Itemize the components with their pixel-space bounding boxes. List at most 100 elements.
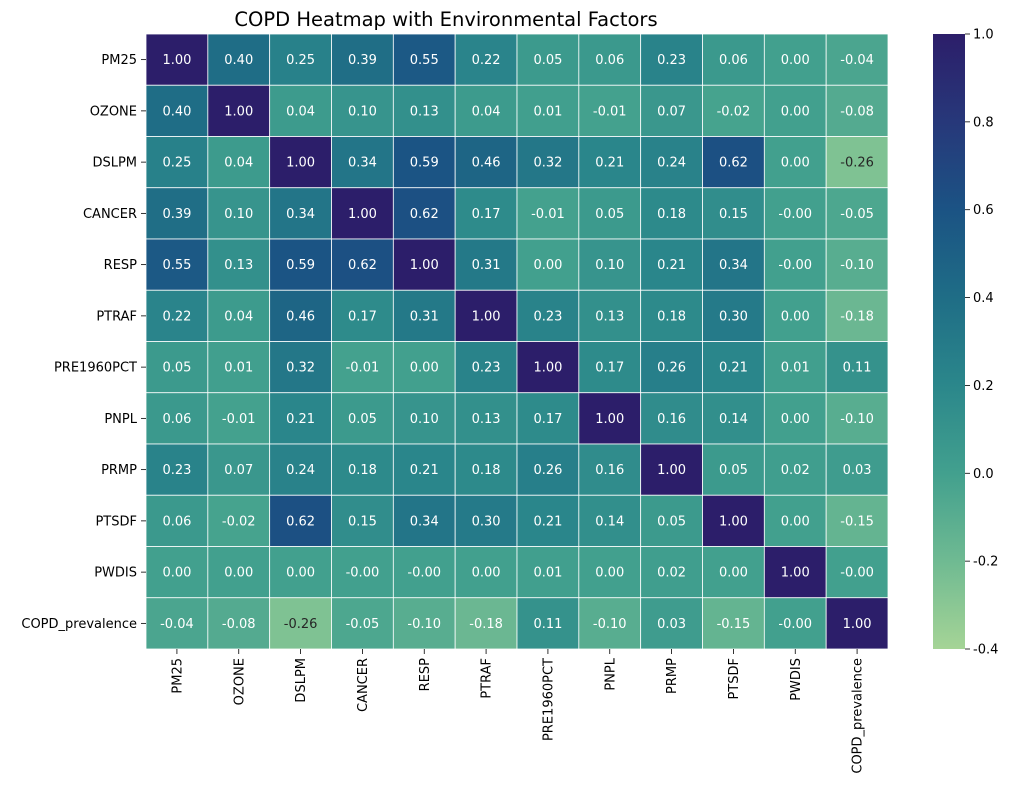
cell-value-label: 0.00 — [224, 566, 253, 581]
row-tick-label: PNPL — [104, 412, 137, 427]
heatmap-cell — [702, 33, 765, 86]
cell-value-label: -0.10 — [593, 617, 627, 632]
heatmap-cell — [825, 546, 889, 599]
heatmap-cell — [516, 546, 580, 599]
column-tick-label: RESP — [418, 658, 433, 691]
cell-value-label: 0.05 — [533, 53, 562, 68]
cell-value-label: 0.05 — [348, 412, 377, 427]
heatmap-cell — [640, 341, 703, 394]
column-tick-label: PTRAF — [480, 658, 495, 699]
colorbar-tick-label: -0.4 — [973, 643, 998, 658]
heatmap-cell — [516, 136, 580, 189]
cell-value-label: 0.00 — [410, 361, 439, 376]
row-tick-label: DSLPM — [92, 156, 137, 171]
colorbar-tick-label: 0.6 — [973, 203, 994, 218]
heatmap-cell — [269, 341, 332, 394]
column-tick-label: PTSDF — [727, 658, 742, 700]
cell-value-label: 0.06 — [162, 412, 191, 427]
cell-value-label: 0.02 — [781, 463, 810, 478]
heatmap-cell — [331, 33, 394, 86]
cell-value-label: 0.23 — [533, 309, 562, 324]
heatmap-cell — [207, 494, 271, 547]
heatmap-cell — [454, 238, 518, 291]
column-tick-label: PRE1960PCT — [541, 658, 556, 741]
heatmap-cell — [578, 238, 642, 291]
heatmap-cell — [825, 289, 889, 342]
cell-value-label: 0.03 — [843, 463, 872, 478]
cell-value-label: 0.06 — [162, 514, 191, 529]
cell-value-label: 0.21 — [410, 463, 439, 478]
heatmap-cell — [516, 84, 580, 137]
cell-value-label: 0.40 — [162, 104, 191, 119]
heatmap-cell — [763, 443, 827, 496]
heatmap-cell — [825, 341, 889, 394]
heatmap-cell — [702, 289, 765, 342]
cell-value-label: 1.00 — [843, 617, 872, 632]
heatmap-cell — [702, 341, 765, 394]
heatmap-cell — [454, 33, 518, 86]
row-tick-label: OZONE — [90, 104, 137, 119]
cell-value-label: 0.21 — [657, 258, 686, 273]
cell-value-label: -0.26 — [284, 617, 318, 632]
heatmap-cell — [454, 187, 518, 240]
cell-value-label: 0.04 — [286, 104, 315, 119]
cell-value-label: -0.05 — [346, 617, 380, 632]
heatmap-cell — [578, 443, 642, 496]
heatmap-cell — [516, 187, 580, 240]
column-tick-labels: PM25 OZONE DSLPM CANCER RESP PTRAF PRE1960PCT P… — [170, 649, 866, 774]
cell-value-label: 0.31 — [410, 309, 439, 324]
heatmap-cell — [145, 238, 209, 291]
heatmap-cell — [145, 341, 209, 394]
heatmap-cell — [331, 136, 394, 189]
heatmap-cell — [516, 494, 580, 547]
cell-value-label: 0.23 — [472, 361, 501, 376]
cell-value-label: 0.59 — [286, 258, 315, 273]
heatmap-cell — [702, 494, 765, 547]
colorbar-gradient — [933, 34, 965, 649]
cell-value-label: 0.39 — [162, 207, 191, 222]
colorbar-tick-label: 0.8 — [973, 115, 994, 130]
cell-value-label: 0.21 — [533, 514, 562, 529]
cell-value-label: 0.13 — [595, 309, 624, 324]
heatmap-cell — [207, 238, 271, 291]
cell-value-label: 0.32 — [286, 361, 315, 376]
cell-value-label: 0.17 — [348, 309, 377, 324]
heatmap-cell — [331, 392, 394, 445]
cell-value-label: -0.26 — [840, 156, 874, 171]
heatmap-cell — [578, 494, 642, 547]
heatmap-cell — [516, 289, 580, 342]
row-tick-label: RESP — [104, 258, 137, 273]
heatmap-cell — [825, 33, 889, 86]
cell-value-label: -0.00 — [778, 617, 812, 632]
row-tick-label: PM25 — [101, 53, 137, 68]
cell-value-label: 0.07 — [224, 463, 253, 478]
cell-value-label: 0.00 — [781, 104, 810, 119]
heatmap-cell — [578, 546, 642, 599]
cell-value-label: 0.22 — [162, 309, 191, 324]
heatmap-cell — [763, 494, 827, 547]
cell-value-label: 0.62 — [286, 514, 315, 529]
colorbar: -0.4 -0.2 0.0 0.2 0.4 0.6 0.8 1.0 — [933, 28, 998, 658]
cell-value-label: -0.08 — [840, 104, 874, 119]
cell-value-label: 0.18 — [348, 463, 377, 478]
column-tick-label: PWDIS — [789, 658, 804, 701]
cell-value-label: 0.10 — [224, 207, 253, 222]
heatmap-cell — [763, 84, 827, 137]
heatmap-cell — [578, 33, 642, 86]
cell-value-label: 0.62 — [410, 207, 439, 222]
cell-value-label: 0.31 — [472, 258, 501, 273]
cell-value-label: 0.01 — [781, 361, 810, 376]
row-tick-label: PRE1960PCT — [54, 361, 137, 376]
cell-value-label: -0.08 — [222, 617, 256, 632]
heatmap-cell — [331, 443, 394, 496]
cell-value-label: 0.21 — [595, 156, 624, 171]
cell-value-label: 0.18 — [657, 309, 686, 324]
heatmap-cell — [207, 84, 271, 137]
heatmap-cell — [578, 392, 642, 445]
heatmap-cell — [454, 443, 518, 496]
heatmap-cell — [702, 392, 765, 445]
cell-value-label: -0.02 — [222, 514, 256, 529]
heatmap-cell — [392, 238, 456, 291]
cell-value-label: -0.00 — [407, 566, 441, 581]
